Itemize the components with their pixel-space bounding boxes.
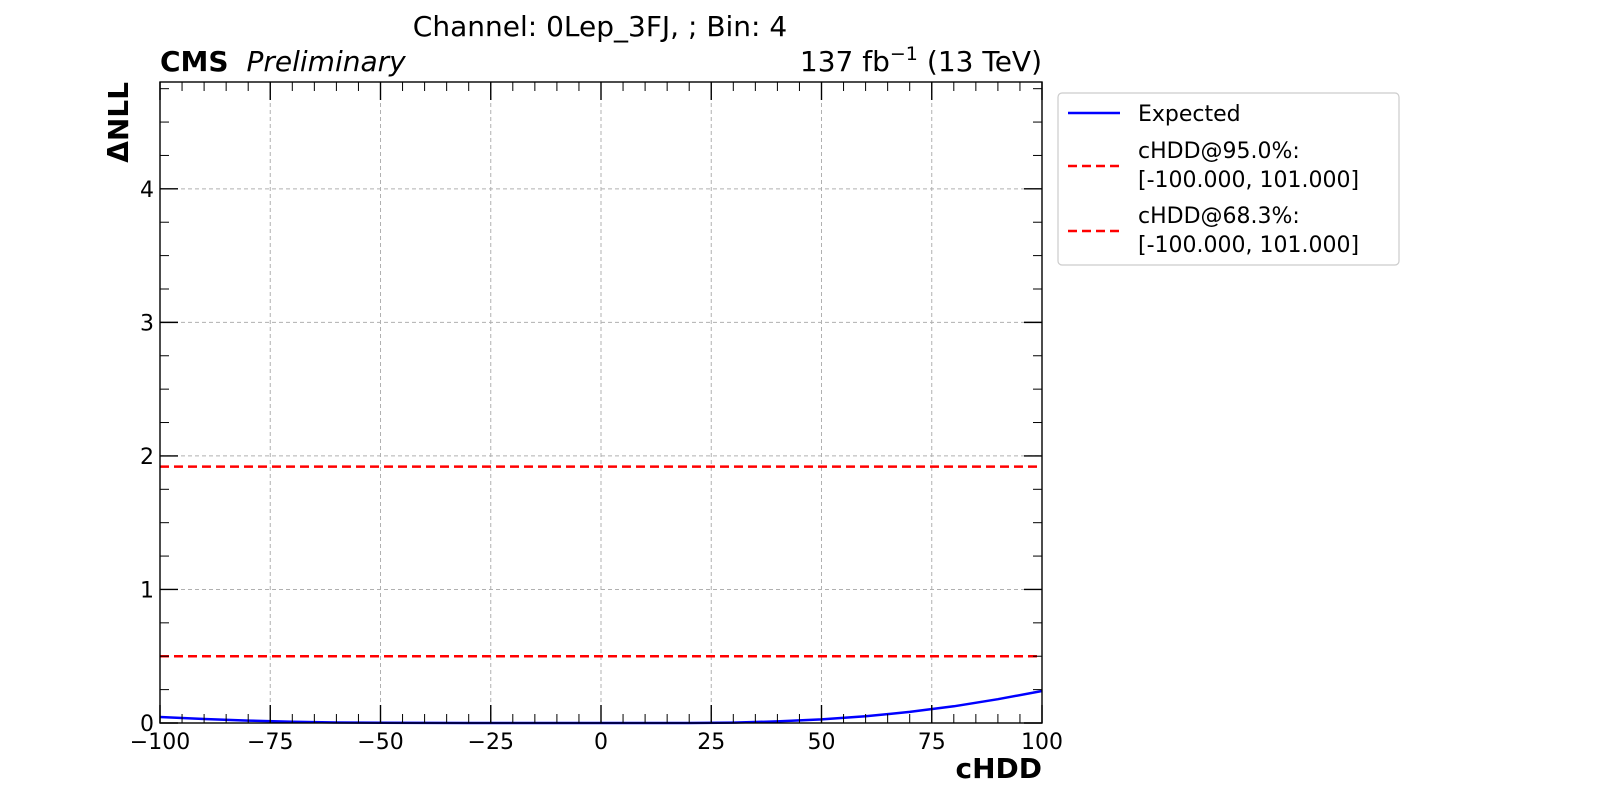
x-tick-label: −100 <box>130 730 190 755</box>
lumi-suffix: (13 TeV) <box>927 45 1042 78</box>
legend-label-68-name: cHDD@68.3%: <box>1138 204 1300 229</box>
chart-title: Channel: 0Lep_3FJ, ; Bin: 4 <box>413 10 787 43</box>
legend: Expected cHDD@95.0%: [-100.000, 101.000]… <box>1057 92 1400 266</box>
x-tick-label: −75 <box>247 730 293 755</box>
x-axis-label: cHDD <box>955 752 1042 785</box>
cms-label-bold: CMS <box>160 45 229 78</box>
y-tick-label: 4 <box>140 178 154 203</box>
legend-label-68-interval: [-100.000, 101.000] <box>1138 233 1359 258</box>
cms-label: CMS Preliminary <box>160 45 406 78</box>
y-tick-label: 0 <box>140 712 154 737</box>
cms-label-italic: Preliminary <box>246 45 406 78</box>
x-tick-label: 100 <box>1021 730 1063 755</box>
y-tick-label: 2 <box>140 445 154 470</box>
lumi-prefix: 137 fb <box>800 45 890 78</box>
y-tick-label: 3 <box>140 311 154 336</box>
legend-frame <box>1057 92 1400 266</box>
reference-lines <box>160 465 1042 658</box>
luminosity-label: 137 fb−1 (13 TeV) <box>800 43 1042 78</box>
legend-label-95-name: cHDD@95.0%: <box>1138 139 1300 164</box>
axis-ticks <box>159 82 1043 724</box>
x-tick-label: 0 <box>594 730 608 755</box>
legend-label-95-interval: [-100.000, 101.000] <box>1138 168 1359 193</box>
legend-label-expected: Expected <box>1138 102 1241 127</box>
x-tick-labels: −100 −75 −50 −25 0 25 50 75 100 <box>130 730 1063 755</box>
y-tick-labels: 0 1 2 3 4 <box>140 178 154 737</box>
x-tick-label: 25 <box>697 730 725 755</box>
x-tick-label: 50 <box>808 730 836 755</box>
x-tick-label: −25 <box>468 730 514 755</box>
y-tick-label: 1 <box>140 578 154 603</box>
x-tick-label: −50 <box>357 730 403 755</box>
x-tick-label: 75 <box>918 730 946 755</box>
plot-frame <box>159 81 1043 724</box>
grid <box>160 82 1042 723</box>
lumi-exponent: −1 <box>890 43 918 65</box>
y-axis-label: ΔNLL <box>102 82 135 163</box>
